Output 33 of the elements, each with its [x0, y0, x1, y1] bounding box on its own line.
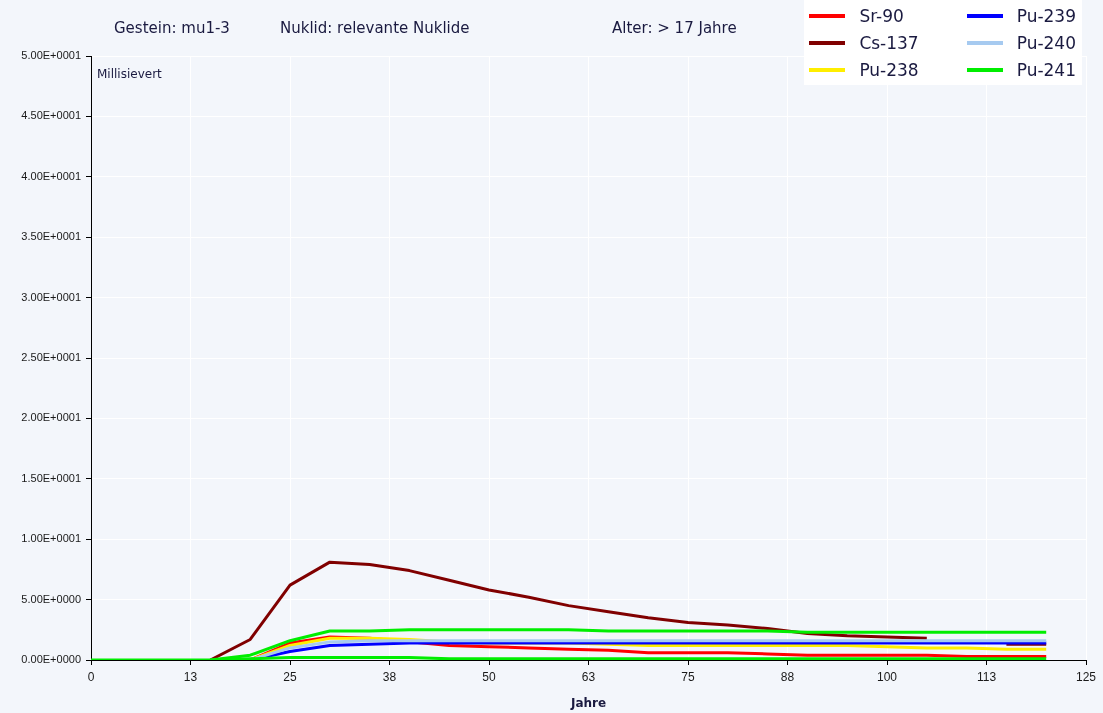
- y-tick-label: 2.50E+0001: [21, 351, 81, 364]
- x-tick-label: 63: [581, 669, 596, 684]
- x-tick-label: 0: [87, 669, 95, 684]
- x-tick-label: 100: [876, 669, 898, 684]
- legend-label: Pu-240: [1016, 32, 1076, 53]
- x-tick-label: 113: [976, 669, 997, 684]
- text: Alter: > 17 Jahre: [612, 18, 737, 38]
- x-tick-label: 75: [681, 669, 695, 684]
- y-tick-label: 0.00E+0000: [21, 653, 81, 666]
- x-tick-label: 38: [382, 669, 397, 684]
- legend-label: Cs-137: [859, 32, 919, 53]
- y-tick-label: 5.00E+0001: [21, 49, 81, 62]
- legend-label: Pu-238: [859, 59, 919, 80]
- y-tick-label: 1.00E+0001: [21, 532, 81, 545]
- y-tick-label: 3.00E+0001: [21, 290, 81, 303]
- legend-label: Pu-239: [1016, 5, 1076, 26]
- x-tick-label: 125: [1075, 669, 1097, 684]
- x-tick-label: 50: [482, 669, 496, 684]
- y-tick-label: 5.00E+0000: [21, 592, 81, 605]
- x-tick-label: 25: [283, 669, 297, 684]
- legend-label: Sr-90: [859, 5, 904, 26]
- text: Nuklid: relevante Nuklide: [280, 18, 470, 38]
- y-tick-label: 4.50E+0001: [21, 109, 81, 122]
- y-tick-label: 2.00E+0001: [21, 411, 81, 424]
- x-tick-label: 88: [780, 669, 795, 684]
- y-tick-label: 1.50E+0001: [21, 471, 81, 484]
- text: Gestein: mu1-3: [114, 18, 230, 38]
- legend-label: Pu-241: [1016, 59, 1076, 80]
- y-axis-title: Millisievert: [97, 67, 163, 82]
- y-tick-label: 4.00E+0001: [21, 169, 81, 182]
- y-tick-label: 3.50E+0001: [21, 230, 81, 243]
- x-axis-title: Jahre: [569, 695, 607, 710]
- x-tick-label: 13: [183, 669, 198, 684]
